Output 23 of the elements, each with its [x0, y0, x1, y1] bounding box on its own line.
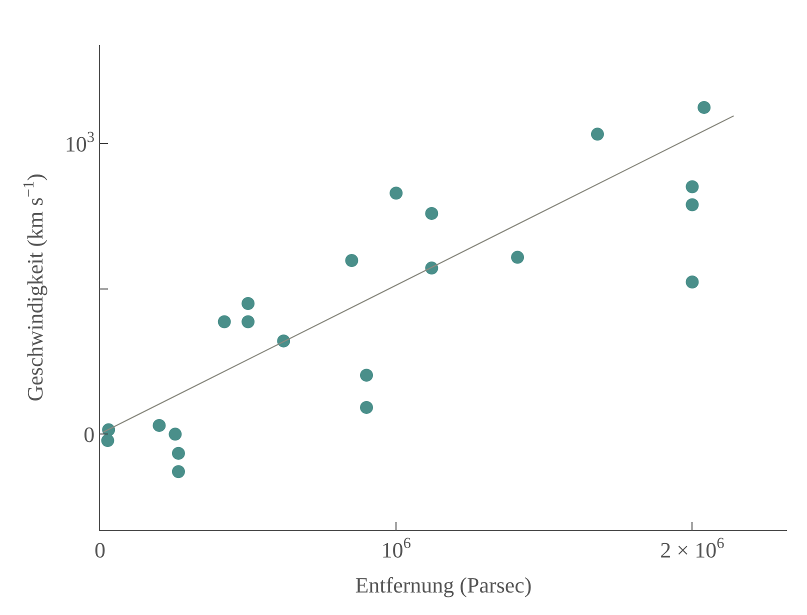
point: [345, 254, 358, 267]
x-tick-label: 2 × 10$^{6}$: [660, 535, 725, 562]
point: [242, 315, 255, 328]
x-axis-title: Entfernung (Parsec): [355, 572, 532, 598]
point: [172, 446, 185, 460]
point: [511, 250, 524, 264]
point: [686, 198, 699, 212]
y-tick-label: 10$^{3}$: [64, 129, 95, 156]
x-tick-label: 10$^{6}$: [381, 535, 412, 562]
point: [590, 128, 604, 141]
point: [101, 434, 114, 448]
point: [698, 100, 711, 114]
point: [242, 296, 255, 310]
point: [390, 186, 403, 200]
point: [172, 465, 185, 478]
point: [152, 418, 166, 432]
point: [360, 400, 374, 414]
point: [425, 206, 438, 220]
point: [686, 180, 699, 194]
point: [168, 428, 182, 441]
point: [218, 315, 231, 328]
point: [686, 275, 699, 288]
point: [360, 368, 374, 382]
